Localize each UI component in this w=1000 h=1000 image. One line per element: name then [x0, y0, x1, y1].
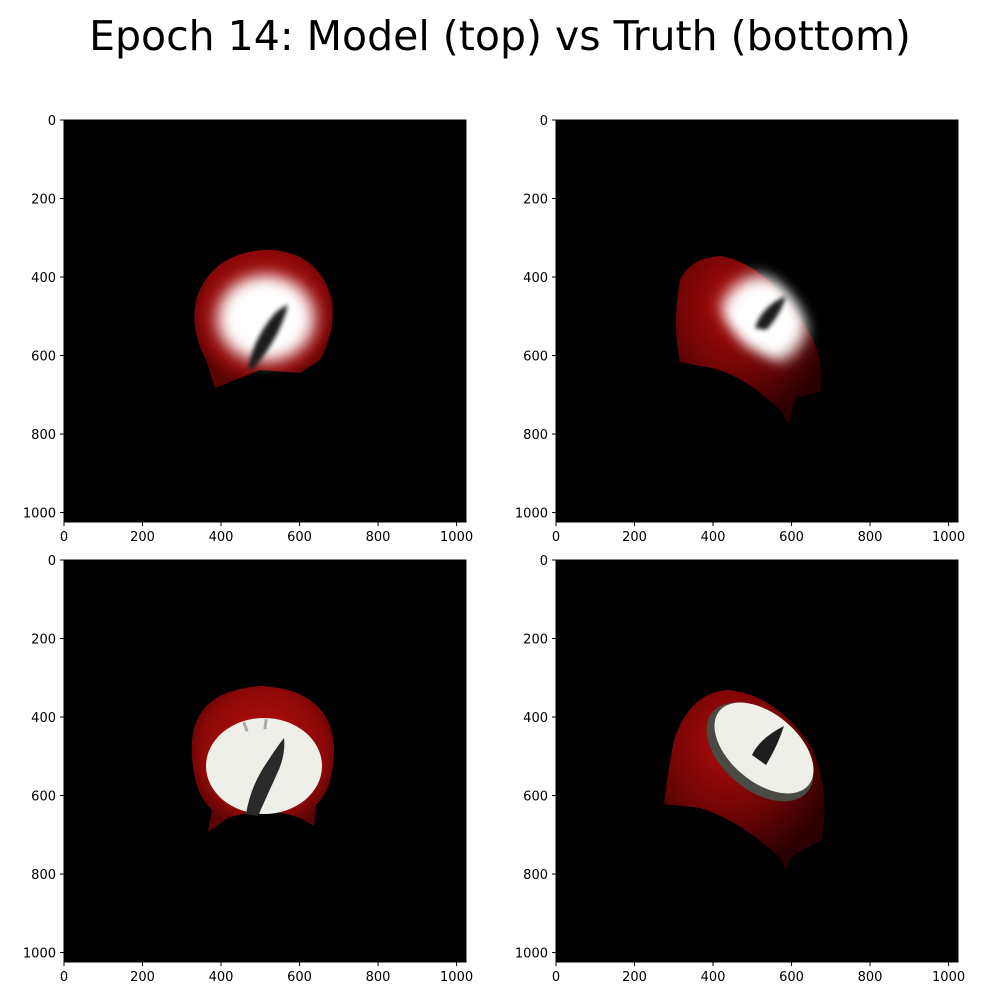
x-tick-label: 0: [552, 530, 560, 545]
y-tick-label: 0: [48, 114, 56, 129]
panel-top-right-model: [556, 120, 958, 522]
y-tick-label: 1000: [23, 507, 56, 522]
axes-top-left: 0 200 400 600 800 1000 0 200 400 600 800 1000: [23, 114, 473, 545]
y-tick-label: 1000: [515, 947, 548, 962]
panel-bottom-right-truth: [556, 560, 958, 962]
timer-hand: [248, 305, 288, 370]
rendered-object: [194, 249, 333, 388]
axes-bottom-left: 0 200 400 600 800 1000 0 200 400 600 800 1000: [23, 554, 473, 985]
x-tick-label: 600: [287, 970, 312, 985]
x-tick-label: 400: [209, 530, 234, 545]
dial-tick: [263, 718, 268, 730]
x-tick-label: 400: [701, 970, 726, 985]
y-tick-label: 600: [31, 790, 56, 805]
x-tick-label: 1000: [932, 530, 965, 545]
y-tick-label: 600: [523, 790, 548, 805]
y-tick-label: 800: [31, 428, 56, 443]
x-tick-label: 600: [779, 970, 804, 985]
x-tick-label: 800: [858, 530, 883, 545]
x-tick-label: 200: [130, 530, 155, 545]
y-tick-label: 200: [31, 193, 56, 208]
x-tick-label: 800: [366, 970, 391, 985]
timer-hand: [246, 738, 285, 816]
y-tick-label: 200: [523, 193, 548, 208]
x-tick-label: 600: [779, 530, 804, 545]
axes-top-right: 0 200 400 600 800 1000 0 200 400 600 800 1000: [515, 114, 965, 545]
panel-bottom-left-truth: [64, 560, 466, 962]
y-tick-label: 0: [48, 554, 56, 569]
timer-face: [209, 268, 323, 369]
y-tick-label: 400: [523, 271, 548, 286]
figure-title: Epoch 14: Model (top) vs Truth (bottom): [89, 12, 911, 60]
x-tick-label: 800: [858, 970, 883, 985]
y-tick-label: 0: [540, 554, 548, 569]
y-tick-label: 800: [523, 868, 548, 883]
y-tick-label: 400: [523, 711, 548, 726]
rendered-object: [664, 690, 825, 870]
x-tick-label: 0: [552, 970, 560, 985]
y-tick-label: 600: [523, 350, 548, 365]
y-tick-label: 200: [523, 633, 548, 648]
timer-face: [206, 718, 322, 814]
y-tick-label: 1000: [515, 507, 548, 522]
y-tick-label: 0: [540, 114, 548, 129]
axes-frame: [63, 119, 467, 523]
timer-hand: [755, 296, 786, 330]
y-tick-label: 600: [31, 350, 56, 365]
x-tick-label: 800: [366, 530, 391, 545]
y-tick-label: 800: [523, 428, 548, 443]
x-tick-label: 1000: [440, 530, 473, 545]
x-tick-label: 1000: [440, 970, 473, 985]
axes-frame: [555, 119, 959, 523]
x-tick-label: 0: [60, 530, 68, 545]
timer-hand: [752, 726, 784, 765]
x-tick-label: 1000: [932, 970, 965, 985]
axes-frame: [555, 559, 959, 963]
y-tick-label: 1000: [23, 947, 56, 962]
rendered-object: [191, 686, 334, 832]
panel-top-left-model: [64, 120, 466, 522]
x-tick-label: 200: [622, 530, 647, 545]
x-tick-label: 0: [60, 970, 68, 985]
x-tick-label: 400: [209, 970, 234, 985]
axes-frame: [63, 559, 467, 963]
x-tick-label: 200: [622, 970, 647, 985]
dial-tick: [242, 721, 249, 733]
x-tick-label: 200: [130, 970, 155, 985]
y-tick-label: 200: [31, 633, 56, 648]
y-tick-label: 400: [31, 271, 56, 286]
y-tick-label: 400: [31, 711, 56, 726]
axes-bottom-right: 0 200 400 600 800 1000 0 200 400 600 800 1000: [515, 554, 965, 985]
rendered-object: [676, 256, 822, 425]
y-tick-label: 800: [31, 868, 56, 883]
x-tick-label: 400: [701, 530, 726, 545]
x-tick-label: 600: [287, 530, 312, 545]
axes-layer: 0 200 400 600 800 1000 0 200 400 600 800 1000 0 200 40…: [23, 114, 965, 985]
